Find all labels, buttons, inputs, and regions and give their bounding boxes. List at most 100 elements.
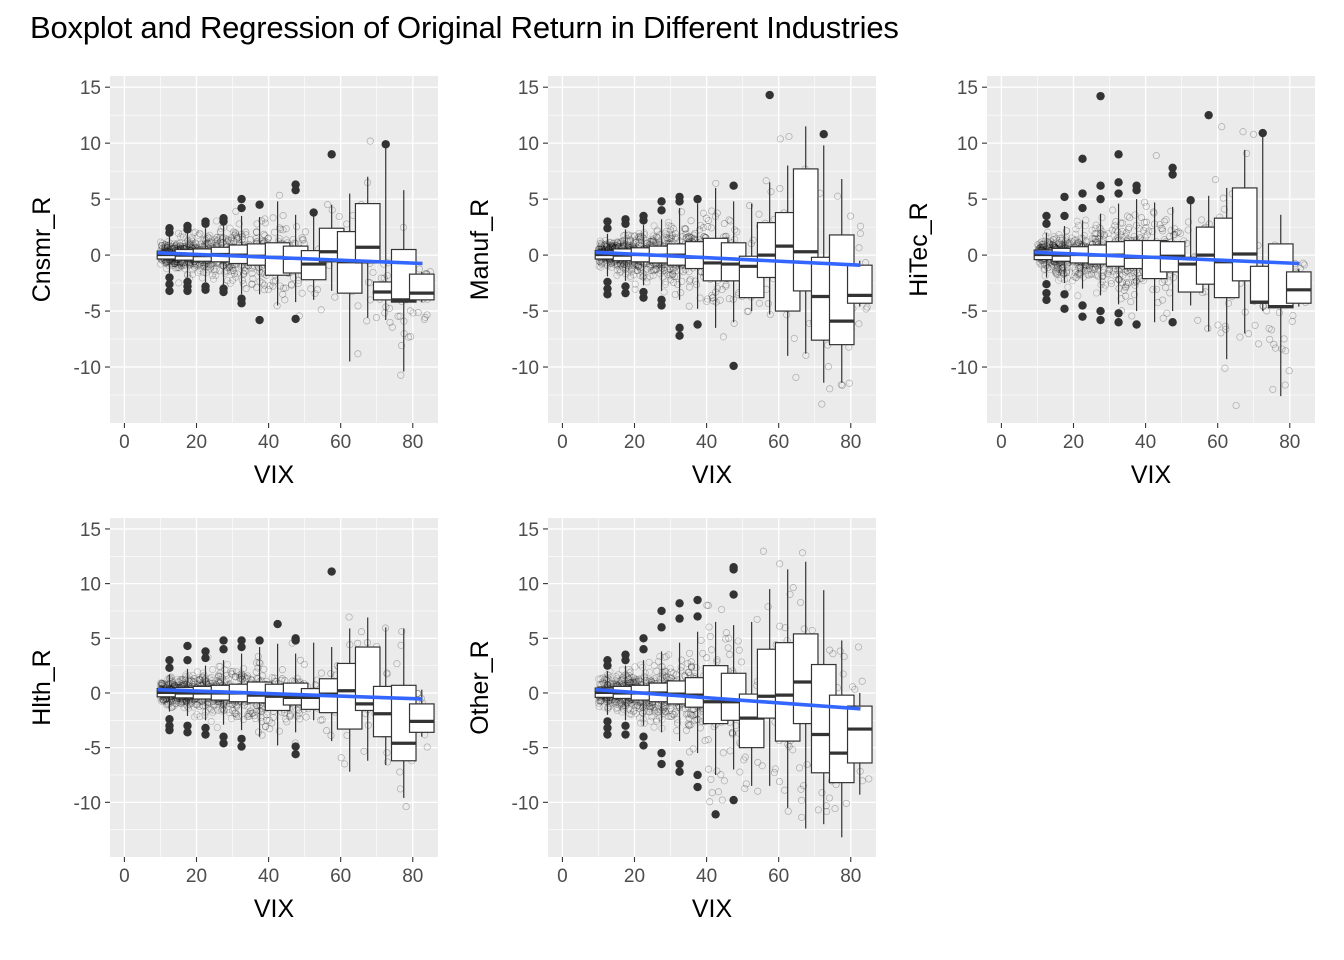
- observation-point: [278, 675, 286, 683]
- observation-point: [1041, 237, 1049, 245]
- observation-point: [686, 233, 694, 241]
- outlier-point: [201, 653, 210, 663]
- observation-point: [628, 265, 636, 273]
- observation-point: [1124, 212, 1132, 220]
- y-tick-label: 5: [967, 190, 978, 211]
- observation-point: [1245, 330, 1253, 338]
- observation-point: [264, 235, 272, 243]
- observation-point: [1087, 270, 1095, 278]
- observation-point: [232, 273, 240, 281]
- outlier-point: [291, 185, 300, 195]
- observation-point: [404, 333, 412, 341]
- y-tick-label: -10: [951, 358, 978, 379]
- observation-point: [1056, 240, 1064, 248]
- observation-point: [613, 238, 621, 246]
- observation-point: [685, 232, 693, 240]
- observation-point: [632, 266, 640, 275]
- observation-point: [317, 716, 325, 724]
- x-tick-label: 60: [330, 866, 351, 887]
- observation-point: [1109, 267, 1117, 275]
- observation-point: [1145, 227, 1153, 235]
- observation-point: [671, 229, 679, 237]
- observation-point: [189, 671, 197, 680]
- observation-point: [1114, 228, 1122, 236]
- observation-point: [233, 270, 241, 278]
- observation-point: [1091, 235, 1099, 243]
- observation-point: [190, 674, 198, 683]
- observation-point: [1159, 227, 1167, 235]
- outlier-point: [255, 200, 264, 209]
- observation-point: [628, 267, 636, 275]
- observation-point: [665, 222, 673, 230]
- observation-point: [635, 236, 643, 244]
- observation-point: [311, 289, 319, 298]
- observation-point: [595, 262, 603, 270]
- observation-point: [666, 230, 674, 238]
- observation-point: [1068, 263, 1076, 271]
- box-iqr: [408, 703, 435, 733]
- observation-point: [1107, 277, 1115, 285]
- observation-point: [176, 264, 184, 272]
- observation-point: [1077, 267, 1085, 275]
- observation-point: [167, 260, 175, 268]
- observation-point: [1041, 272, 1049, 280]
- observation-point: [240, 269, 248, 278]
- observation-point: [207, 673, 215, 681]
- observation-point: [1035, 242, 1043, 250]
- observation-point: [1055, 231, 1063, 239]
- observation-point: [177, 700, 185, 708]
- observation-point: [185, 677, 193, 685]
- observation-point: [597, 263, 605, 271]
- observation-point: [1048, 240, 1056, 248]
- observation-point: [221, 666, 229, 674]
- observation-point: [1084, 270, 1092, 279]
- observation-point: [686, 275, 694, 284]
- outlier-point: [219, 645, 228, 654]
- outlier-point: [639, 216, 648, 225]
- observation-point: [642, 236, 650, 244]
- observation-point: [1122, 229, 1130, 237]
- observation-point: [191, 239, 199, 247]
- observation-point: [230, 237, 238, 245]
- observation-point: [177, 676, 185, 684]
- observation-point: [709, 297, 717, 305]
- x-tick-label: 40: [1135, 432, 1156, 453]
- observation-point: [222, 676, 230, 684]
- observation-point: [266, 282, 274, 290]
- observation-point: [229, 706, 237, 715]
- page-title: Boxplot and Regression of Original Retur…: [30, 10, 899, 45]
- outlier-point: [327, 150, 336, 159]
- observation-point: [1114, 234, 1122, 242]
- observation-point: [635, 229, 643, 238]
- observation-point: [233, 232, 241, 240]
- observation-point: [617, 700, 625, 708]
- observation-point: [184, 704, 192, 712]
- observation-point: [170, 243, 178, 251]
- outlier-point: [255, 636, 264, 645]
- observation-point: [650, 267, 658, 275]
- observation-point: [646, 272, 654, 281]
- observation-point: [233, 710, 241, 718]
- observation-point: [615, 701, 623, 709]
- observation-point: [703, 297, 711, 306]
- observation-point: [229, 266, 237, 275]
- observation-point: [211, 236, 219, 244]
- observation-point: [161, 681, 169, 689]
- observation-point: [254, 652, 262, 661]
- observation-point: [1077, 234, 1085, 243]
- observation-point: [635, 675, 643, 683]
- observation-point: [240, 270, 248, 278]
- observation-point: [161, 259, 169, 267]
- observation-point: [1072, 274, 1080, 282]
- observation-point: [1255, 340, 1263, 348]
- outlier-point: [1078, 312, 1087, 321]
- observation-point: [598, 259, 606, 267]
- observation-point: [242, 675, 250, 683]
- observation-point: [244, 672, 252, 680]
- plot-area: [156, 137, 435, 379]
- observation-point: [207, 706, 215, 714]
- observation-point: [667, 235, 675, 243]
- observation-point: [420, 315, 428, 323]
- observation-point: [200, 262, 208, 271]
- observation-point: [226, 237, 235, 245]
